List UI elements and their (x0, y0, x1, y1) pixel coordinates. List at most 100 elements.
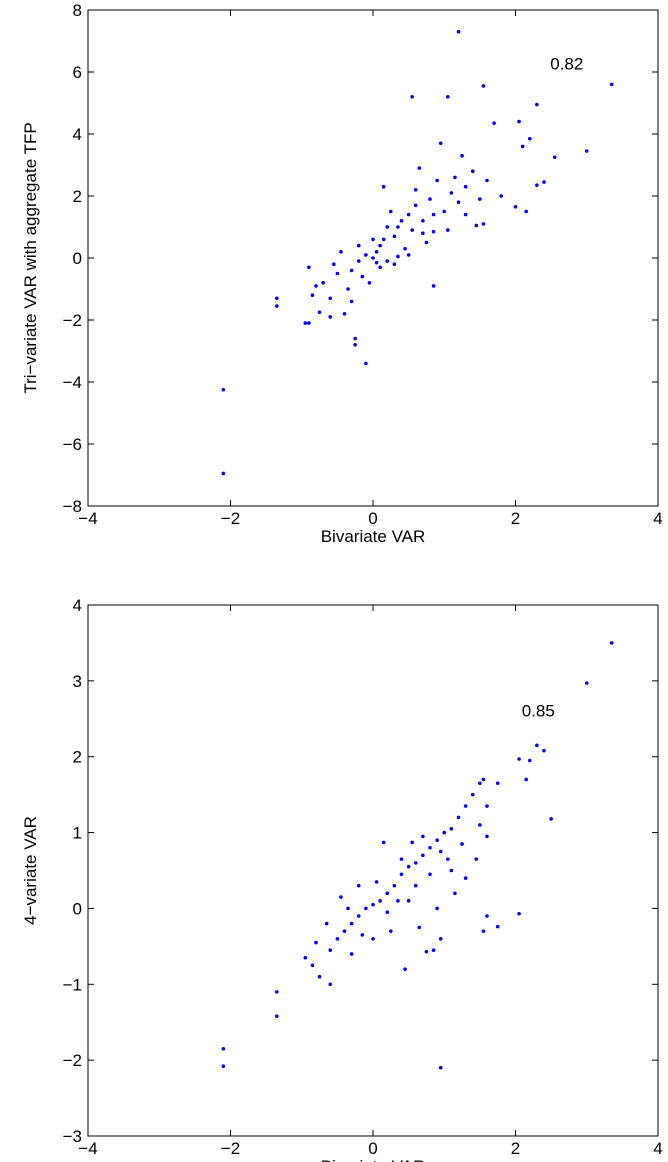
x-axis-label: Bivariate VAR (321, 527, 426, 546)
point (360, 274, 365, 279)
point (406, 212, 411, 217)
point (417, 166, 422, 170)
y-tick-label: −3 (63, 1127, 82, 1146)
point (417, 925, 422, 930)
point (463, 876, 468, 880)
point (221, 387, 226, 392)
x-tick-label: −2 (221, 509, 240, 528)
point (356, 243, 361, 248)
annotation: 0.85 (522, 702, 555, 721)
point (485, 914, 489, 918)
point (527, 136, 532, 141)
point (542, 748, 546, 753)
point (374, 260, 379, 265)
point (431, 229, 436, 234)
point (310, 963, 315, 968)
y-tick-label: 6 (73, 63, 82, 82)
point (349, 299, 354, 304)
point (221, 1046, 226, 1051)
point (584, 681, 589, 685)
point (374, 250, 379, 254)
point (542, 180, 546, 184)
point (413, 861, 418, 865)
y-tick-label: 1 (73, 824, 82, 843)
point (453, 175, 457, 180)
point (328, 296, 333, 301)
point (442, 209, 447, 214)
x-tick-label: −4 (78, 1139, 97, 1158)
point (367, 281, 372, 285)
y-tick-label: 0 (73, 249, 82, 268)
point (339, 895, 343, 899)
point (535, 102, 539, 107)
point (385, 259, 390, 263)
point (378, 265, 382, 270)
point (321, 281, 325, 285)
point (517, 757, 521, 761)
y-tick-label: 4 (73, 596, 82, 615)
point (342, 312, 347, 316)
x-tick-label: −2 (221, 1139, 240, 1158)
point (431, 284, 436, 288)
plot-area (87, 604, 659, 1137)
point (221, 1064, 226, 1069)
point (463, 212, 468, 217)
point (478, 197, 482, 201)
point (413, 203, 418, 208)
point (446, 857, 450, 861)
y-tick-label: 2 (73, 187, 82, 206)
point (392, 883, 397, 888)
point (520, 144, 525, 149)
point (353, 336, 357, 341)
x-tick-label: −4 (78, 509, 97, 528)
point (406, 253, 411, 257)
point (470, 169, 475, 173)
y-tick-label: −2 (63, 1051, 82, 1070)
x-axis-label: Bivariate VAR (321, 1157, 426, 1162)
point (442, 830, 447, 835)
point (438, 1065, 443, 1070)
point (609, 82, 614, 87)
point (371, 936, 375, 941)
point (381, 840, 386, 845)
point (275, 296, 279, 301)
point (389, 209, 393, 214)
point (463, 184, 468, 189)
point (349, 268, 354, 273)
point (463, 804, 468, 808)
point (438, 141, 443, 146)
point (364, 906, 368, 911)
point (381, 184, 386, 189)
point (413, 188, 418, 192)
y-axis-label: 4−variate VAR (21, 816, 40, 925)
point (428, 845, 432, 850)
point (478, 781, 482, 786)
point (449, 826, 454, 831)
point (221, 471, 226, 476)
point (535, 183, 539, 187)
point (371, 902, 375, 907)
point (399, 872, 404, 877)
point (495, 781, 500, 786)
annotation: 0.82 (550, 55, 583, 74)
point (517, 911, 521, 916)
point (421, 853, 425, 858)
point (385, 891, 390, 896)
point (456, 815, 461, 820)
point (381, 237, 386, 242)
point (609, 641, 614, 645)
point (535, 743, 539, 748)
y-tick-label: 3 (73, 672, 82, 691)
point (396, 225, 400, 229)
point (499, 194, 504, 198)
point (552, 155, 557, 160)
point (449, 868, 454, 873)
point (317, 310, 322, 315)
point (584, 149, 589, 153)
point (307, 321, 311, 325)
point (460, 842, 464, 846)
point (403, 967, 407, 971)
point (385, 910, 390, 915)
point (446, 228, 450, 232)
y-tick-label: 0 (73, 899, 82, 918)
